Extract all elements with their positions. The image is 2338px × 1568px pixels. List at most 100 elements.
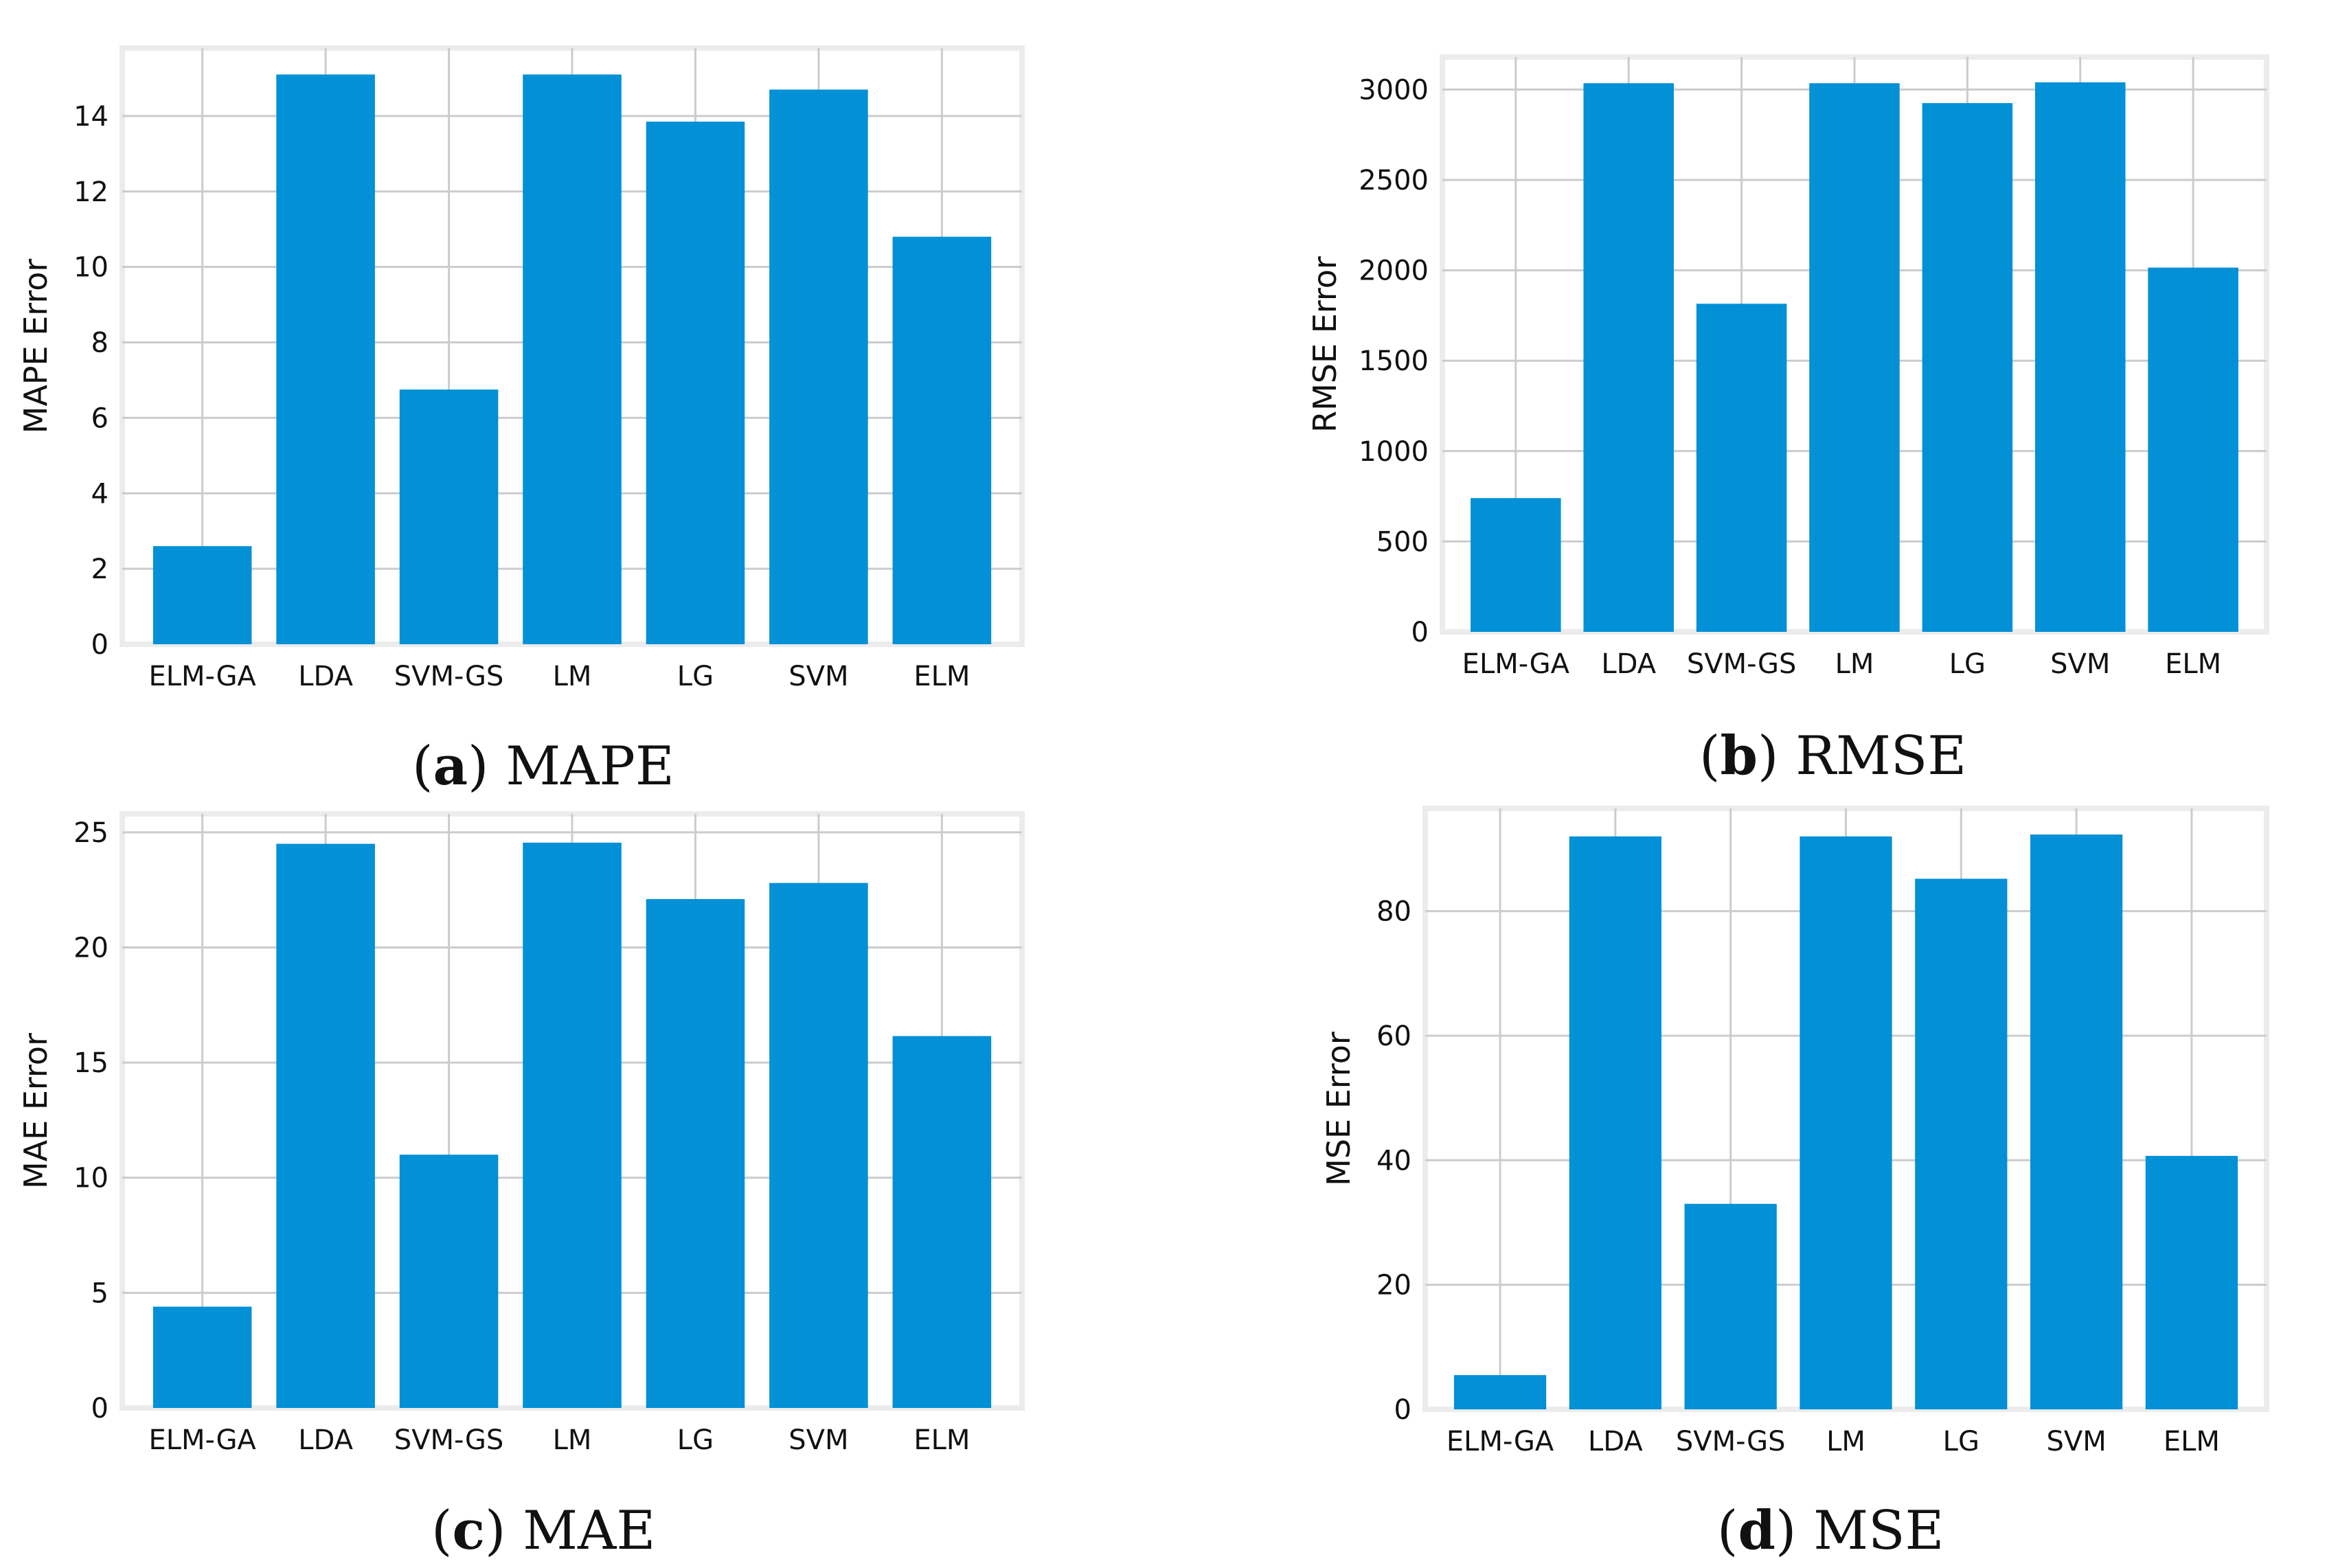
y-tick-label: 0 — [91, 1393, 109, 1424]
y-tick-label: 1500 — [1359, 345, 1429, 377]
caption-letter: c — [452, 1499, 485, 1562]
x-tick-label: ELM — [2164, 1426, 2220, 1457]
bar-SVM — [2030, 834, 2123, 1409]
chart-panel-d: 0 20 40 60 80 ELM-GA LDA SVM-GS LM LG SVM ELM MSE Er… — [1320, 806, 2269, 1457]
bar-SVM — [769, 89, 868, 645]
y-tick-label: 20 — [73, 932, 109, 964]
y-tick-label: 2 — [91, 554, 109, 585]
y-tick-label: 0 — [1411, 617, 1429, 648]
bar-SVM-GS — [399, 389, 499, 644]
caption-letter: b — [1720, 725, 1758, 787]
bar-LG — [1922, 103, 2013, 632]
y-tick-label: 1000 — [1359, 436, 1429, 468]
x-tick-label: SVM — [2050, 648, 2110, 680]
bar-LDA — [276, 74, 375, 645]
y-tick-label: 0 — [1394, 1394, 1411, 1426]
caption-panel-b: (b) RMSE — [1699, 725, 1967, 787]
bar-LM — [523, 842, 622, 1408]
y-axis-label: MAE Error — [17, 1033, 54, 1189]
y-tick-label: 80 — [1376, 896, 1411, 928]
caption-letter: a — [433, 735, 468, 797]
x-tick-label: LM — [553, 661, 592, 692]
bar-LG — [646, 122, 745, 644]
x-tick-label: ELM — [913, 1424, 970, 1456]
bar-ELM-GA — [152, 1306, 252, 1408]
x-tick-label: SVM-GS — [1676, 1426, 1786, 1457]
x-tick-label: ELM-GA — [1462, 648, 1570, 680]
x-tick-label: LG — [677, 1424, 714, 1456]
caption-text: RMSE — [1795, 725, 1967, 787]
y-tick-label: 6 — [91, 402, 109, 434]
bar-SVM-GS — [399, 1155, 499, 1408]
caption-text: MAE — [523, 1500, 656, 1562]
y-tick-label: 8 — [91, 328, 109, 359]
bar-LDA — [276, 843, 375, 1408]
x-tick-label: LG — [1949, 648, 1986, 680]
x-tick-label: SVM-GS — [1687, 648, 1797, 680]
x-tick-label: SVM — [788, 1424, 848, 1456]
y-tick-label: 2500 — [1359, 165, 1429, 196]
caption-panel-d: (d) MSE — [1717, 1499, 1944, 1562]
y-tick-label: 40 — [1376, 1145, 1411, 1177]
y-tick-label: 60 — [1376, 1021, 1411, 1052]
bar-LM — [523, 74, 622, 645]
caption-text: MSE — [1813, 1500, 1944, 1562]
y-tick-label: 12 — [73, 177, 109, 208]
y-tick-label: 2000 — [1359, 255, 1429, 287]
y-tick-label: 4 — [91, 478, 109, 510]
y-axis-label: MSE Error — [1320, 1032, 1357, 1186]
y-tick-label: 10 — [73, 1163, 109, 1194]
bar-SVM-GS — [1696, 304, 1787, 632]
bar-ELM — [2145, 1155, 2238, 1409]
y-tick-label: 0 — [91, 629, 109, 661]
x-tick-label: SVM-GS — [394, 661, 504, 692]
bar-SVM — [2035, 82, 2126, 632]
bar-ELM — [892, 236, 992, 644]
y-tick-label: 25 — [73, 817, 109, 849]
x-tick-label: ELM-GA — [1446, 1426, 1554, 1457]
y-tick-label: 3000 — [1359, 74, 1429, 106]
y-tick-label: 20 — [1376, 1270, 1411, 1302]
x-tick-label: SVM — [788, 661, 848, 692]
bar-LM — [1809, 83, 1900, 632]
y-axis-label: MAPE Error — [17, 259, 54, 434]
x-tick-label: LDA — [1601, 648, 1656, 680]
chart-panel-c: 0 5 10 15 20 25 ELM-GA LDA SVM-GS LM LG SVM ELM MAE E… — [17, 811, 1025, 1456]
bar-ELM-GA — [1453, 1375, 1547, 1409]
x-tick-label: LG — [1943, 1426, 1979, 1457]
bar-ELM — [2148, 267, 2238, 632]
bar-LM — [1800, 836, 1892, 1409]
bar-LDA — [1583, 83, 1674, 632]
bar-SVM-GS — [1684, 1203, 1777, 1409]
bar-ELM — [892, 1036, 992, 1408]
y-tick-label: 14 — [73, 101, 109, 133]
chart-panel-b: 0 500 1000 1500 2000 2500 3000 ELM-GA LDA SVM-GS L… — [1306, 54, 2269, 680]
y-tick-label: 15 — [73, 1047, 109, 1079]
bar-SVM — [769, 883, 868, 1408]
x-tick-label: LG — [677, 661, 714, 692]
bar-ELM-GA — [152, 546, 252, 644]
x-tick-label: ELM — [2165, 648, 2221, 680]
y-tick-label: 500 — [1376, 526, 1429, 558]
x-tick-label: SVM-GS — [394, 1424, 504, 1456]
bar-LG — [1915, 878, 2008, 1409]
x-tick-label: ELM — [913, 661, 970, 692]
x-tick-label: LM — [1826, 1426, 1865, 1457]
x-tick-label: LM — [553, 1424, 592, 1456]
bar-ELM-GA — [1471, 498, 1561, 632]
bar-LDA — [1569, 836, 1662, 1409]
x-tick-label: LDA — [1588, 1426, 1643, 1457]
y-tick-label: 5 — [91, 1277, 109, 1309]
chart-panel-a: 0 2 4 6 8 10 12 14 ELM-GA LDA SVM-GS LM LG SVM ELM MAPE… — [17, 45, 1025, 692]
caption-panel-a: (a) MAPE — [412, 735, 674, 797]
y-axis-label: RMSE Error — [1306, 256, 1343, 433]
caption-text: MAPE — [506, 736, 674, 797]
x-tick-label: LDA — [298, 1424, 353, 1456]
caption-panel-c: (c) MAE — [431, 1499, 656, 1562]
x-tick-label: ELM-GA — [148, 661, 256, 692]
caption-letter: d — [1738, 1499, 1775, 1562]
x-tick-label: LM — [1835, 648, 1874, 680]
y-tick-label: 10 — [73, 252, 109, 284]
x-tick-label: ELM-GA — [148, 1424, 256, 1456]
